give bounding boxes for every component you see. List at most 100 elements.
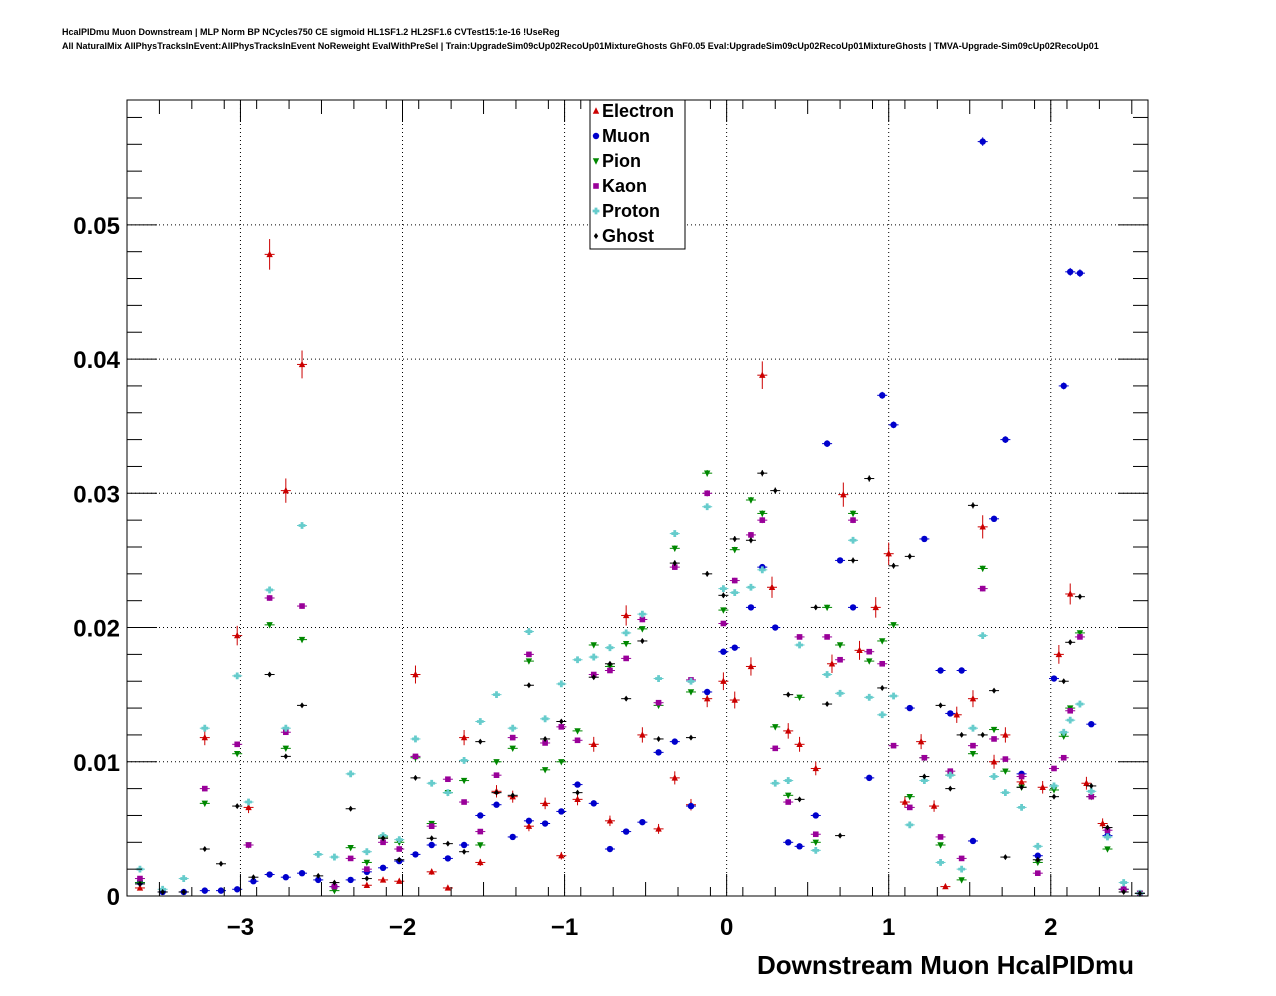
data-point xyxy=(460,757,468,764)
data-point xyxy=(958,667,965,674)
data-point xyxy=(234,751,241,758)
data-point xyxy=(836,642,844,649)
data-point xyxy=(606,644,614,652)
plot-title-line-1: HcalPIDmu Muon Downstream | MLP Norm BP … xyxy=(62,27,560,37)
data-point xyxy=(687,802,695,810)
data-point xyxy=(938,702,943,709)
data-point xyxy=(891,562,896,569)
data-point xyxy=(937,667,944,674)
data-point xyxy=(477,828,484,835)
data-point xyxy=(759,371,766,378)
data-point xyxy=(970,502,976,509)
data-point xyxy=(953,711,960,718)
data-point xyxy=(980,731,985,738)
data-point xyxy=(574,656,581,664)
data-point xyxy=(266,595,273,601)
data-point xyxy=(591,674,596,681)
data-point xyxy=(796,843,803,850)
data-point xyxy=(590,653,598,661)
data-point xyxy=(969,837,977,845)
data-point xyxy=(687,677,695,685)
data-point xyxy=(979,585,986,592)
data-point xyxy=(885,550,892,557)
data-point xyxy=(947,768,954,774)
data-point xyxy=(703,688,711,696)
series-muon xyxy=(134,137,1145,897)
data-point xyxy=(379,876,387,883)
data-point xyxy=(509,724,517,732)
data-point xyxy=(748,537,754,544)
legend-label-proton: Proton xyxy=(602,201,660,221)
data-point xyxy=(721,592,726,599)
data-point xyxy=(234,886,241,893)
data-point xyxy=(907,553,912,560)
data-point xyxy=(1066,716,1074,724)
data-point xyxy=(526,682,532,689)
data-point xyxy=(828,660,836,667)
data-point xyxy=(477,842,484,849)
legend-marker-pion xyxy=(592,158,600,165)
data-point xyxy=(917,737,925,745)
data-point xyxy=(849,510,857,518)
data-point xyxy=(395,836,403,844)
data-point xyxy=(299,603,305,609)
data-point xyxy=(477,812,484,819)
legend-box xyxy=(589,99,686,250)
data-point xyxy=(906,793,913,801)
data-point xyxy=(837,832,843,839)
data-point xyxy=(590,740,597,748)
data-point xyxy=(688,734,694,741)
data-point xyxy=(298,522,306,529)
data-point xyxy=(1039,783,1046,790)
data-point xyxy=(460,777,468,785)
data-point xyxy=(1060,382,1067,390)
data-point xyxy=(1121,888,1126,895)
y-tick-label: 0.01 xyxy=(73,750,120,777)
data-point xyxy=(824,634,830,640)
data-point xyxy=(812,812,819,819)
data-point xyxy=(298,869,306,877)
data-point xyxy=(812,764,819,772)
data-point xyxy=(493,691,500,699)
data-point xyxy=(812,846,820,854)
data-point xyxy=(991,687,997,694)
data-point xyxy=(867,475,872,482)
x-tick-label: 2 xyxy=(1044,914,1057,941)
data-point xyxy=(298,360,306,368)
data-point xyxy=(687,689,695,696)
data-point xyxy=(823,604,831,612)
data-point xyxy=(969,694,977,702)
data-point xyxy=(428,841,435,849)
data-point xyxy=(786,691,791,698)
data-point xyxy=(397,856,402,863)
data-point xyxy=(478,738,483,745)
data-point xyxy=(477,858,484,866)
plot-title-line-2: All NaturalMix AllPhysTracksInEvent:AllP… xyxy=(62,41,1099,51)
data-point xyxy=(747,604,755,611)
data-point xyxy=(671,564,678,570)
data-point xyxy=(990,773,998,780)
data-point xyxy=(1061,678,1066,685)
data-point xyxy=(622,611,630,619)
data-point xyxy=(1050,675,1058,682)
data-point xyxy=(283,729,289,736)
data-point xyxy=(823,440,831,447)
data-point xyxy=(623,655,629,662)
data-point xyxy=(607,660,613,667)
data-point xyxy=(1120,879,1128,886)
data-point xyxy=(747,583,755,591)
data-point xyxy=(218,860,224,867)
data-point xyxy=(525,628,533,635)
legend-label-ghost: Ghost xyxy=(602,226,654,246)
data-point xyxy=(720,607,727,614)
data-point xyxy=(137,875,143,882)
data-point xyxy=(1002,756,1009,762)
grid-lines xyxy=(127,100,1148,896)
data-point xyxy=(282,745,290,753)
data-point xyxy=(428,823,435,829)
data-point xyxy=(348,805,353,812)
data-point xyxy=(181,888,186,895)
data-point xyxy=(1104,846,1111,853)
data-point xyxy=(771,779,779,787)
data-point xyxy=(331,883,338,890)
